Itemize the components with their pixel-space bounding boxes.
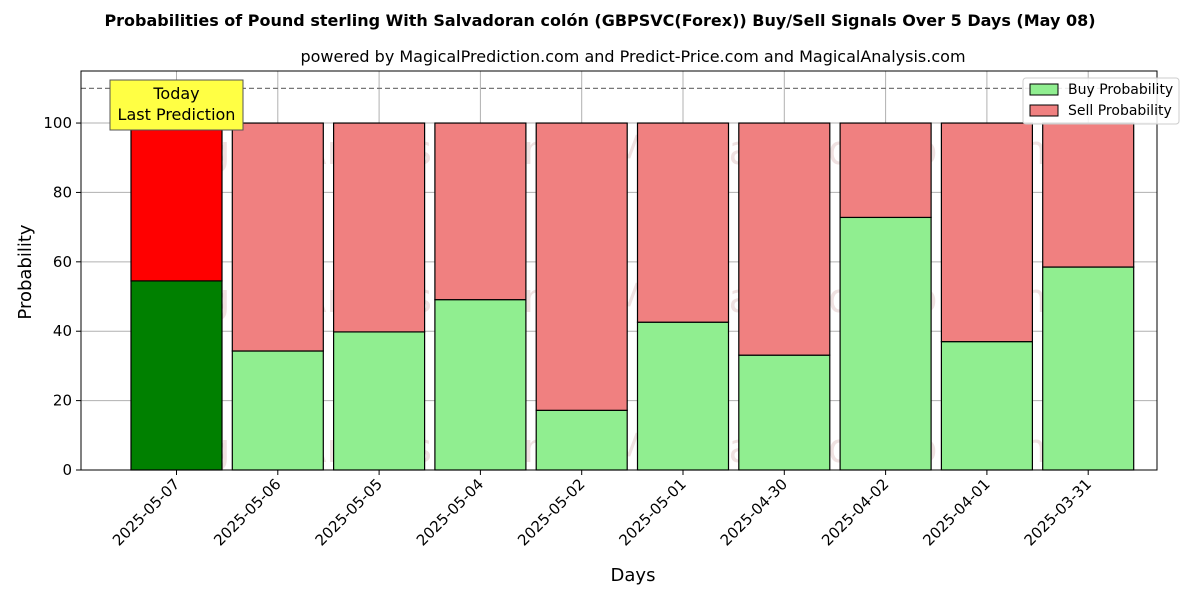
sell-bar (1042, 122, 1135, 268)
y-tick-label: 100 (43, 114, 72, 132)
sell-bar (839, 122, 932, 219)
y-tick-label: 0 (62, 461, 72, 479)
sell-bar (636, 122, 730, 323)
sell-bar (434, 122, 527, 301)
buy-bar (333, 331, 426, 471)
y-tick-label: 20 (53, 392, 72, 410)
x-tick-label: 2025-05-06 (210, 475, 284, 549)
x-axis-label: Days (611, 565, 656, 586)
buy-bar (434, 299, 527, 471)
sell-bar (231, 122, 324, 352)
x-tick-label: 2025-04-02 (818, 475, 892, 549)
sell-bar (738, 122, 831, 356)
y-tick-label: 40 (53, 322, 72, 340)
y-axis-label: Probability (15, 224, 36, 319)
sell-bar (940, 122, 1034, 343)
sell-bar (535, 122, 628, 411)
legend-swatch (1029, 83, 1059, 96)
sell-bar (130, 122, 223, 282)
buy-bar (839, 216, 932, 471)
y-tick-label: 80 (53, 183, 72, 201)
today-annotation-box (109, 79, 244, 131)
today-annotation-line2: Last Prediction (118, 105, 236, 124)
legend-swatch (1029, 104, 1059, 117)
x-tick-label: 2025-04-01 (919, 475, 993, 549)
buy-bar (636, 321, 730, 471)
x-tick-label: 2025-05-04 (413, 475, 487, 549)
buy-bar (130, 280, 223, 471)
buy-bar (1042, 266, 1135, 471)
buy-bar (738, 354, 831, 471)
x-tick-label: 2025-05-07 (109, 475, 183, 549)
x-tick-label: 2025-05-02 (514, 475, 588, 549)
chart-title: Probabilities of Pound sterling With Sal… (104, 11, 1095, 30)
y-tick-label: 60 (53, 253, 72, 271)
buy-bar (231, 350, 324, 471)
x-tick-label: 2025-05-05 (312, 475, 386, 549)
x-tick-label: 2025-05-01 (615, 475, 689, 549)
legend-label: Sell Probability (1068, 103, 1172, 119)
sell-bar (333, 122, 426, 333)
x-tick-label: 2025-04-30 (717, 475, 791, 549)
buy-bar (535, 409, 628, 471)
plot-area: MagicalAnalysis.comMagicalPrediction.com… (43, 70, 1180, 549)
buy-bar (940, 341, 1034, 471)
legend-box (1022, 77, 1180, 125)
chart-subtitle: powered by MagicalPrediction.com and Pre… (300, 47, 965, 66)
today-annotation-line1: Today (152, 84, 199, 103)
plot-frame (80, 70, 1158, 471)
x-tick-label: 2025-03-31 (1021, 475, 1095, 549)
legend-label: Buy Probability (1068, 82, 1173, 98)
